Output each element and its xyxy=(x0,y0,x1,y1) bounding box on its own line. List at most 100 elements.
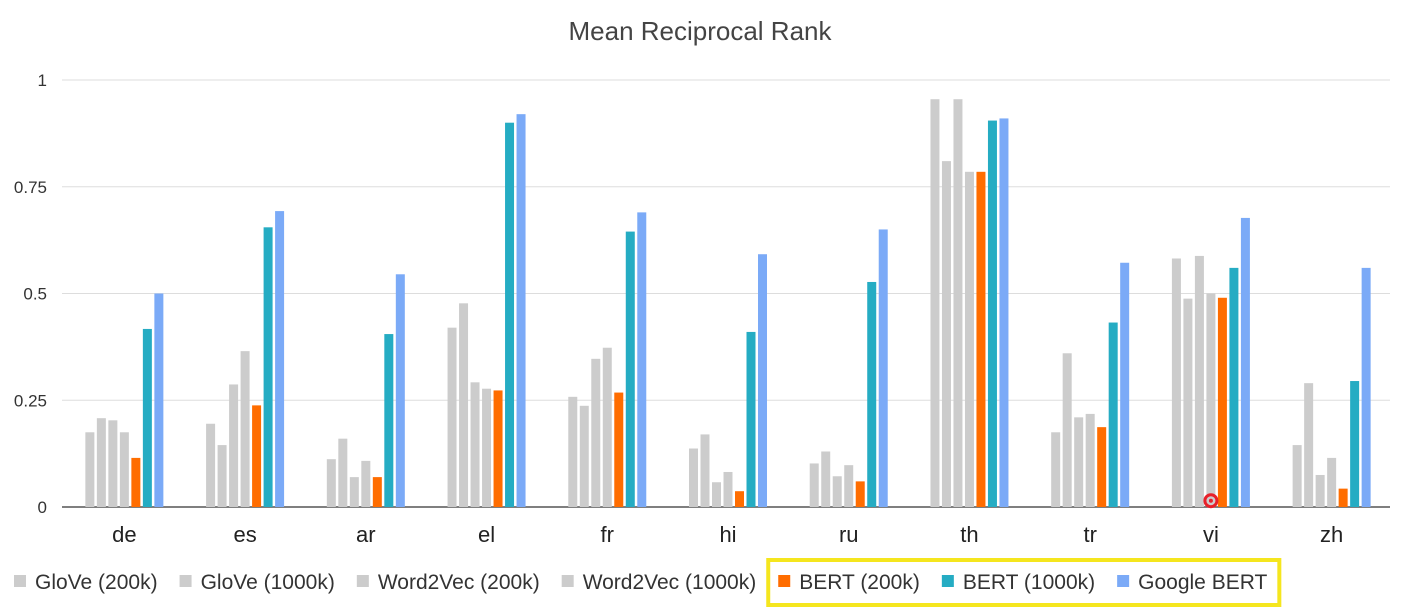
legend-item-word2vec-1000k: Word2Vec (1000k) xyxy=(561,571,757,594)
y-axis-ticks: 0 0.25 0.5 0.75 1 xyxy=(14,71,47,517)
legend-label: BERT (200k) xyxy=(799,571,920,594)
x-tick-label-vi: vi xyxy=(1203,522,1219,547)
legend-highlight-box xyxy=(766,558,1282,607)
legend: GloVe (200k) GloVe (1000k) Word2Vec (200k)… xyxy=(14,571,1267,594)
bar-glove-200k-ru xyxy=(809,463,819,507)
cursor-ring xyxy=(1203,493,1219,509)
bar-bert-200k-de xyxy=(131,457,141,507)
legend-label: Google BERT xyxy=(1138,571,1267,594)
bar-glove-200k-th xyxy=(930,99,940,507)
x-axis-ticks: de es ar el fr hi ru th tr vi zh xyxy=(112,522,1343,547)
bar-word2vec-1000k-es xyxy=(240,351,250,507)
bar-glove-1000k-fr xyxy=(579,405,589,507)
legend-item-glove-200k: GloVe (200k) xyxy=(14,571,158,594)
x-tick-label-ar: ar xyxy=(356,522,376,547)
bar-word2vec-200k-es xyxy=(229,384,239,507)
bar-word2vec-200k-zh xyxy=(1315,474,1325,507)
bar-glove-200k-zh xyxy=(1292,445,1302,507)
bar-google-bert-de xyxy=(154,293,164,507)
legend-swatch xyxy=(561,575,574,587)
bar-google-bert-zh xyxy=(1361,267,1371,507)
bar-bert-1000k-th xyxy=(987,120,997,507)
bar-glove-1000k-hi xyxy=(700,434,710,507)
bar-word2vec-200k-vi xyxy=(1194,255,1204,507)
legend-label: Word2Vec (1000k) xyxy=(583,571,757,594)
bar-group-tr xyxy=(1051,262,1130,507)
legend-label: GloVe (1000k) xyxy=(201,571,335,594)
bar-bert-200k-tr xyxy=(1097,427,1107,507)
bar-bert-200k-hi xyxy=(735,491,744,507)
bar-bert-1000k-hi xyxy=(746,331,756,507)
bar-word2vec-200k-ar xyxy=(349,477,359,507)
bar-google-bert-fr xyxy=(637,212,647,507)
bar-word2vec-1000k-de xyxy=(119,432,129,507)
x-tick-label-de: de xyxy=(112,522,136,547)
bar-group-el xyxy=(447,114,526,507)
bar-bert-200k-zh xyxy=(1338,488,1348,507)
bar-google-bert-el xyxy=(516,114,526,507)
bar-word2vec-200k-ru xyxy=(832,476,842,507)
y-tick-label: 0.75 xyxy=(14,178,47,197)
bar-bert-1000k-zh xyxy=(1350,381,1360,507)
bar-google-bert-ar xyxy=(395,274,405,507)
bar-group-vi xyxy=(1171,217,1250,507)
legend-swatch xyxy=(356,575,369,587)
bar-glove-200k-el xyxy=(447,327,457,507)
bar-bert-1000k-vi xyxy=(1229,267,1239,507)
chart-title: Mean Reciprocal Rank xyxy=(568,16,832,46)
bar-glove-200k-fr xyxy=(568,396,578,507)
x-tick-label-zh: zh xyxy=(1320,522,1343,547)
bar-glove-200k-es xyxy=(206,423,216,507)
x-tick-label-fr: fr xyxy=(601,522,614,547)
legend-swatch xyxy=(778,575,791,587)
bar-bert-200k-vi xyxy=(1217,297,1227,507)
bar-group-ru xyxy=(809,229,888,507)
bar-glove-1000k-zh xyxy=(1304,383,1314,507)
bar-google-bert-th xyxy=(999,118,1009,508)
legend-label: GloVe (200k) xyxy=(35,571,158,594)
bar-word2vec-200k-el xyxy=(470,382,480,507)
x-tick-label-tr: tr xyxy=(1083,522,1096,547)
bar-group-de xyxy=(85,293,164,507)
bar-bert-1000k-fr xyxy=(625,231,635,507)
bar-word2vec-200k-tr xyxy=(1074,417,1084,507)
bar-group-es xyxy=(206,211,285,508)
x-tick-label-ru: ru xyxy=(839,522,859,547)
bar-bert-200k-es xyxy=(252,405,262,507)
bar-word2vec-200k-de xyxy=(108,420,118,507)
bar-google-bert-vi xyxy=(1240,217,1250,507)
bar-glove-1000k-de xyxy=(96,418,106,507)
bar-bert-200k-fr xyxy=(614,392,624,507)
bar-word2vec-200k-th xyxy=(953,99,963,507)
bar-bert-200k-ru xyxy=(855,481,865,507)
bar-word2vec-1000k-th xyxy=(964,171,974,507)
bar-word2vec-1000k-el xyxy=(482,388,492,507)
bar-google-bert-hi xyxy=(758,254,767,507)
bar-word2vec-1000k-vi xyxy=(1206,293,1216,507)
bar-google-bert-ru xyxy=(878,229,888,507)
bar-glove-200k-tr xyxy=(1051,432,1061,507)
bar-google-bert-es xyxy=(275,211,285,508)
bar-bert-1000k-el xyxy=(505,122,515,507)
legend-item-bert-200k: BERT (200k) xyxy=(778,571,920,594)
legend-highlight-rect xyxy=(766,558,1282,607)
pointer-marker xyxy=(1203,493,1219,509)
bar-word2vec-1000k-fr xyxy=(602,347,612,507)
legend-item-word2vec-200k: Word2Vec (200k) xyxy=(356,571,540,594)
legend-swatch xyxy=(941,575,954,587)
bar-glove-1000k-ru xyxy=(821,451,831,507)
legend-item-bert-1000k: BERT (1000k) xyxy=(941,571,1095,594)
y-tick-label: 1 xyxy=(38,71,47,90)
legend-swatch xyxy=(179,575,192,587)
x-tick-label-hi: hi xyxy=(719,522,736,547)
bar-bert-200k-ar xyxy=(372,477,382,507)
bar-bert-1000k-ru xyxy=(867,281,877,507)
legend-label: BERT (1000k) xyxy=(963,571,1095,594)
bar-glove-200k-ar xyxy=(326,459,336,507)
x-tick-label-th: th xyxy=(960,522,978,547)
bar-glove-1000k-vi xyxy=(1183,298,1193,507)
bar-bert-1000k-es xyxy=(263,227,273,507)
bar-groups xyxy=(85,99,1371,508)
bar-bert-1000k-ar xyxy=(384,334,394,507)
